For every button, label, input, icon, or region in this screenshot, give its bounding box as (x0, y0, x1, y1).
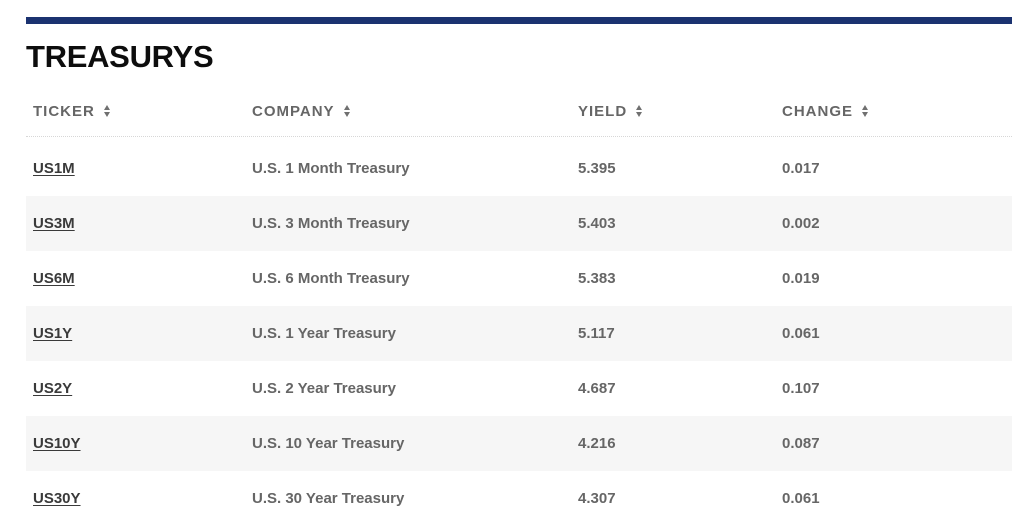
ticker-link[interactable]: US2Y (33, 380, 73, 397)
column-header-change-label: CHANGE (782, 102, 854, 120)
yield-cell: 4.687 (578, 380, 616, 397)
sort-icon[interactable] (636, 105, 643, 117)
company-cell: U.S. 1 Year Treasury (252, 325, 396, 342)
table-row: US3M U.S. 3 Month Treasury 5.403 0.002 (26, 196, 1012, 251)
ticker-link[interactable]: US1M (33, 160, 75, 177)
company-cell: U.S. 3 Month Treasury (252, 215, 410, 232)
sort-icon[interactable] (343, 105, 350, 117)
company-cell: U.S. 30 Year Treasury (252, 490, 405, 507)
treasury-table: TICKER COMPANY YIELD CHANGE US1M U.S. 1 … (26, 86, 1012, 526)
company-cell: U.S. 2 Year Treasury (252, 380, 396, 397)
change-cell: 0.087 (782, 435, 820, 452)
change-cell: 0.017 (782, 160, 820, 177)
ticker-link[interactable]: US30Y (33, 490, 81, 507)
yield-cell: 5.403 (578, 215, 616, 232)
change-cell: 0.061 (782, 325, 820, 342)
table-row: US2Y U.S. 2 Year Treasury 4.687 0.107 (26, 361, 1012, 416)
change-cell: 0.107 (782, 380, 820, 397)
column-header-yield[interactable]: YIELD (578, 103, 782, 120)
change-cell: 0.002 (782, 215, 820, 232)
change-cell: 0.019 (782, 270, 820, 287)
column-header-ticker-label: TICKER (33, 102, 95, 120)
table-row: US1Y U.S. 1 Year Treasury 5.117 0.061 (26, 306, 1012, 361)
company-cell: U.S. 10 Year Treasury (252, 435, 405, 452)
table-row: US30Y U.S. 30 Year Treasury 4.307 0.061 (26, 471, 1012, 526)
ticker-link[interactable]: US1Y (33, 325, 73, 342)
yield-cell: 4.307 (578, 490, 616, 507)
table-row: US10Y U.S. 10 Year Treasury 4.216 0.087 (26, 416, 1012, 471)
table-header-row: TICKER COMPANY YIELD CHANGE (26, 86, 1012, 137)
table-row: US6M U.S. 6 Month Treasury 5.383 0.019 (26, 251, 1012, 306)
column-header-change[interactable]: CHANGE (782, 103, 1012, 120)
yield-cell: 5.117 (578, 325, 615, 342)
yield-cell: 5.395 (578, 160, 616, 177)
column-header-ticker[interactable]: TICKER (26, 103, 252, 120)
ticker-link[interactable]: US3M (33, 215, 75, 232)
table-row: US1M U.S. 1 Month Treasury 5.395 0.017 (26, 141, 1012, 196)
column-header-yield-label: YIELD (578, 102, 628, 120)
sort-icon[interactable] (862, 105, 869, 117)
company-cell: U.S. 6 Month Treasury (252, 270, 410, 287)
section-top-rule (26, 17, 1012, 24)
column-header-company-label: COMPANY (252, 102, 335, 120)
ticker-link[interactable]: US6M (33, 270, 75, 287)
yield-cell: 5.383 (578, 270, 616, 287)
company-cell: U.S. 1 Month Treasury (252, 160, 410, 177)
sort-icon[interactable] (103, 105, 110, 117)
yield-cell: 4.216 (578, 435, 616, 452)
change-cell: 0.061 (782, 490, 820, 507)
section-title: TREASURYS (26, 39, 214, 74)
ticker-link[interactable]: US10Y (33, 435, 81, 452)
column-header-company[interactable]: COMPANY (252, 103, 578, 120)
